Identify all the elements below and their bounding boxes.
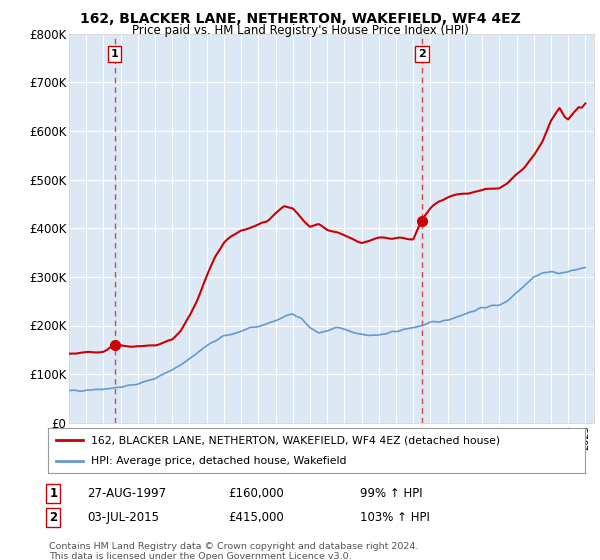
Text: 162, BLACKER LANE, NETHERTON, WAKEFIELD, WF4 4EZ: 162, BLACKER LANE, NETHERTON, WAKEFIELD,… [80,12,520,26]
Text: 103% ↑ HPI: 103% ↑ HPI [360,511,430,524]
Text: 27-AUG-1997: 27-AUG-1997 [87,487,166,501]
Text: 1: 1 [49,487,58,501]
Text: HPI: Average price, detached house, Wakefield: HPI: Average price, detached house, Wake… [91,456,346,466]
Text: 1: 1 [111,49,118,59]
Text: Contains HM Land Registry data © Crown copyright and database right 2024.
This d: Contains HM Land Registry data © Crown c… [49,542,419,560]
Text: 2: 2 [418,49,426,59]
Text: 2: 2 [49,511,58,524]
Text: Price paid vs. HM Land Registry's House Price Index (HPI): Price paid vs. HM Land Registry's House … [131,24,469,36]
Text: £415,000: £415,000 [228,511,284,524]
Text: £160,000: £160,000 [228,487,284,501]
Text: 99% ↑ HPI: 99% ↑ HPI [360,487,422,501]
Text: 03-JUL-2015: 03-JUL-2015 [87,511,159,524]
Text: 162, BLACKER LANE, NETHERTON, WAKEFIELD, WF4 4EZ (detached house): 162, BLACKER LANE, NETHERTON, WAKEFIELD,… [91,436,500,446]
